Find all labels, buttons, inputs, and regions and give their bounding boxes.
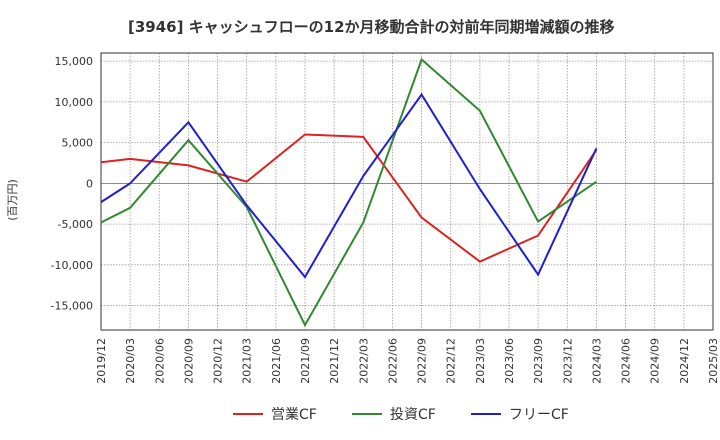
x-tick-label: 2023/12 bbox=[561, 338, 574, 384]
x-tick-label: 2021/12 bbox=[328, 338, 341, 384]
x-tick-label: 2021/06 bbox=[270, 338, 283, 384]
x-tick-label: 2022/06 bbox=[386, 338, 399, 384]
y-tick-label: 5,000 bbox=[62, 137, 94, 150]
x-tick-label: 2023/06 bbox=[503, 338, 516, 384]
x-tick-label: 2025/03 bbox=[707, 338, 720, 384]
x-tick-label: 2022/09 bbox=[416, 338, 429, 384]
x-tick-label: 2022/12 bbox=[445, 338, 458, 384]
plot-frame bbox=[100, 52, 714, 331]
y-axis-label: (百万円) bbox=[6, 179, 19, 221]
x-tick-label: 2020/06 bbox=[153, 338, 166, 384]
x-tick-label: 2024/06 bbox=[620, 338, 633, 384]
series-line-0 bbox=[100, 133, 598, 263]
x-tick-label: 2024/03 bbox=[590, 338, 603, 384]
x-tick-label: 2021/03 bbox=[241, 338, 254, 384]
series-lines bbox=[100, 57, 598, 328]
y-tick-label: -15,000 bbox=[51, 300, 93, 313]
x-tick-label: 2020/12 bbox=[212, 338, 225, 384]
x-tick-label: 2020/09 bbox=[182, 338, 195, 384]
legend-label: フリーCF bbox=[509, 407, 569, 423]
y-tick-label: 10,000 bbox=[55, 96, 94, 109]
y-tick-label: -5,000 bbox=[58, 218, 93, 231]
axes: 15,000 10,000 5,000 0 -5,000 -10,000 -15,000 20… bbox=[51, 52, 720, 384]
x-tick-label: 2024/12 bbox=[678, 338, 691, 384]
series-line-1 bbox=[100, 57, 597, 328]
series-line-2 bbox=[100, 92, 598, 279]
x-tick-label: 2020/03 bbox=[124, 338, 137, 384]
legend-label: 投資CF bbox=[390, 407, 436, 423]
legend: 営業CF 投資CF フリーCF bbox=[233, 407, 569, 423]
x-tick-label: 2024/09 bbox=[649, 338, 662, 384]
x-tick-label: 2023/09 bbox=[532, 338, 545, 384]
chart-title: [3946] キャッシュフローの12か月移動合計の対前年同期増減額の推移 bbox=[128, 18, 615, 36]
x-tick-label: 2021/09 bbox=[299, 338, 312, 384]
x-tick-label: 2023/03 bbox=[474, 338, 487, 384]
x-tick-label: 2019/12 bbox=[95, 338, 108, 384]
legend-label: 営業CF bbox=[271, 407, 317, 423]
y-tick-label: 0 bbox=[86, 177, 93, 190]
x-tick-label: 2022/03 bbox=[357, 338, 370, 384]
y-tick-label: 15,000 bbox=[55, 55, 94, 68]
y-tick-label: -10,000 bbox=[51, 259, 93, 272]
